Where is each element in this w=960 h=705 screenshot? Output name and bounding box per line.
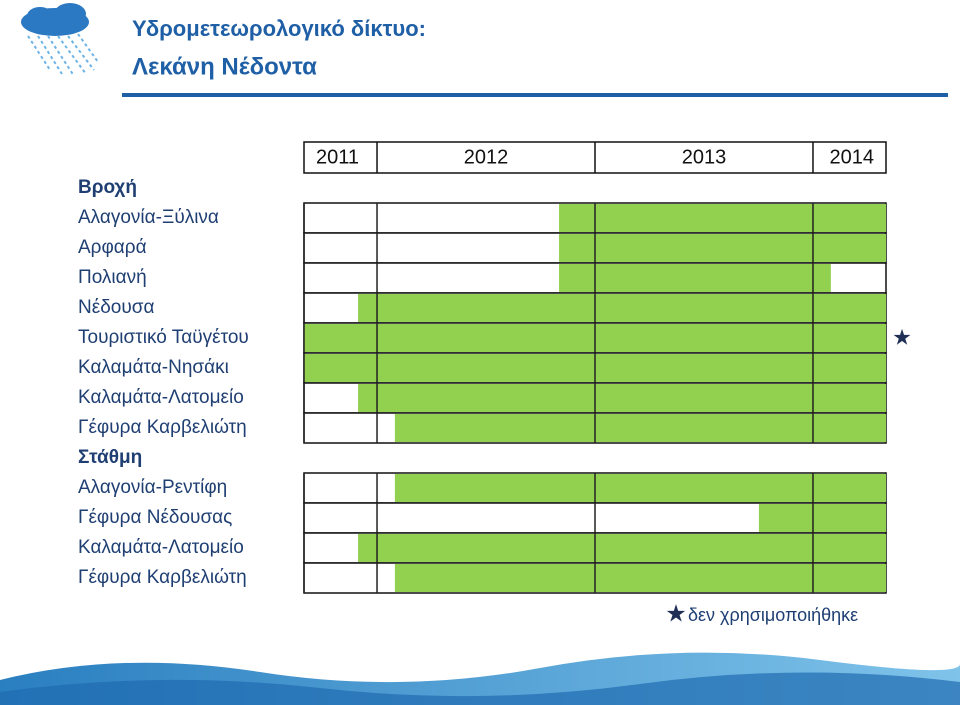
timeline: 2011 2012 2013 2014 Βροχή Αλαγονία-Ξύλινα Αρφα… xyxy=(78,141,914,627)
period-bar xyxy=(758,504,886,532)
legend-star: ★ xyxy=(665,600,687,627)
row-label: Καλαμάτα-Λατομείο xyxy=(78,537,244,558)
period-bar xyxy=(394,474,886,502)
period-bar xyxy=(358,534,886,562)
title: Υδρομετεωρολογικό δίκτυο: xyxy=(132,16,426,41)
group-label: Στάθμη xyxy=(78,447,142,468)
row-label: Αλαγονία-Ρεντίφη xyxy=(78,477,227,498)
group-label: Βροχή xyxy=(78,177,137,198)
row-label: Γέφυρα Καρβελιώτη xyxy=(78,567,247,588)
row-label: Γέφυρα Νέδουσας xyxy=(78,507,232,528)
year-label: 2014 xyxy=(830,146,875,168)
row-label: Καλαμάτα-Νησάκι xyxy=(78,357,229,378)
row-label: Καλαμάτα-Λατομείο xyxy=(78,387,244,408)
subtitle: Λεκάνη Νέδοντα xyxy=(132,53,317,80)
row-label: Αλαγονία-Ξύλινα xyxy=(78,207,219,228)
period-bar xyxy=(559,264,831,292)
period-bar xyxy=(358,294,886,322)
year-label: 2012 xyxy=(464,146,509,168)
row-label: Αρφαρά xyxy=(78,237,147,258)
year-label: 2013 xyxy=(682,146,727,168)
period-bar xyxy=(394,564,886,592)
period-bar xyxy=(358,384,886,412)
row-label: Τουριστικό Ταϋγέτου xyxy=(78,327,249,348)
logo xyxy=(21,3,99,77)
row-label: Νέδουσα xyxy=(78,297,154,318)
period-bar xyxy=(394,414,886,442)
waves xyxy=(0,652,960,705)
row-label: Γέφυρα Καρβελιώτη xyxy=(78,417,247,438)
period-bar xyxy=(559,204,886,232)
period-bar xyxy=(559,234,886,262)
row-label: Πολιανή xyxy=(78,267,147,288)
unused-star: ★ xyxy=(890,322,913,352)
year-label: 2011 xyxy=(316,146,359,168)
legend-text: δεν χρησιμοποιήθηκε xyxy=(688,605,858,625)
